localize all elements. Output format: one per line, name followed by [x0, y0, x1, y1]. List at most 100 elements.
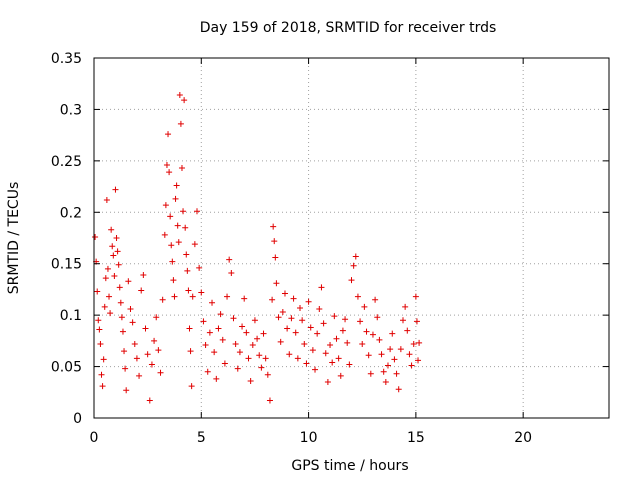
data-point — [387, 346, 394, 353]
data-point — [148, 361, 155, 368]
data-point — [92, 233, 99, 240]
data-point — [228, 269, 235, 276]
data-point — [397, 346, 404, 353]
data-point — [121, 348, 128, 355]
y-tick-label: 0.3 — [60, 102, 82, 118]
data-point — [101, 303, 108, 310]
data-point — [361, 303, 368, 310]
data-point — [162, 202, 169, 209]
data-point — [316, 305, 323, 312]
data-point — [348, 277, 355, 284]
data-point — [198, 289, 205, 296]
data-point — [103, 196, 110, 203]
data-point — [254, 335, 261, 342]
data-point — [234, 365, 241, 372]
data-point — [324, 379, 331, 385]
data-point — [301, 340, 308, 347]
data-point — [204, 368, 211, 375]
y-tick-label: 0.15 — [51, 257, 82, 273]
data-point — [410, 340, 417, 347]
data-point — [167, 213, 174, 220]
data-point — [303, 360, 310, 367]
data-point — [378, 351, 385, 358]
data-point — [129, 319, 136, 326]
data-point — [180, 208, 187, 215]
data-point — [118, 314, 125, 321]
data-point — [138, 287, 145, 294]
data-point — [142, 325, 149, 332]
data-point — [215, 325, 222, 332]
data-point — [271, 238, 278, 245]
data-point — [165, 131, 172, 138]
data-point — [372, 296, 379, 303]
data-point — [307, 324, 314, 331]
data-point — [256, 352, 263, 359]
data-point — [337, 372, 344, 379]
data-point — [115, 261, 122, 268]
data-point — [213, 375, 220, 382]
data-point — [331, 313, 338, 320]
data-point — [389, 330, 396, 337]
data-point — [173, 182, 180, 189]
data-point — [251, 317, 258, 324]
data-point — [185, 287, 192, 294]
data-point — [275, 314, 282, 321]
data-point — [335, 355, 342, 362]
x-ticks: 0 5 10 15 20 — [90, 58, 532, 446]
data-point — [415, 357, 422, 364]
data-point — [294, 355, 301, 362]
data-point — [327, 341, 334, 348]
data-point — [350, 262, 357, 269]
data-point — [169, 258, 176, 265]
data-point — [114, 248, 121, 255]
data-point — [110, 252, 117, 259]
data-point — [196, 264, 203, 271]
data-point — [408, 362, 415, 369]
data-point — [206, 329, 213, 336]
data-point — [170, 277, 177, 284]
data-point — [333, 335, 340, 342]
data-point — [163, 161, 170, 168]
data-point — [184, 267, 191, 274]
plot-frame — [93, 57, 610, 419]
data-point — [393, 370, 400, 377]
data-point — [312, 366, 319, 373]
data-point — [166, 169, 173, 176]
data-point — [232, 340, 239, 347]
y-tick-label: 0.2 — [60, 205, 82, 221]
data-point — [245, 355, 252, 362]
data-point — [188, 383, 195, 390]
data-point — [369, 331, 376, 338]
data-point — [172, 195, 179, 202]
data-point — [273, 280, 280, 287]
data-point — [186, 325, 193, 332]
data-point — [104, 265, 111, 272]
y-tick-label: 0.1 — [60, 308, 82, 324]
data-point — [318, 284, 325, 291]
data-point — [384, 362, 391, 369]
data-point — [116, 284, 123, 291]
data-point — [239, 323, 246, 330]
data-point — [123, 387, 130, 394]
data-point — [292, 329, 299, 336]
data-point — [155, 347, 162, 354]
data-point — [277, 338, 284, 345]
data-point — [264, 371, 271, 378]
data-point — [249, 341, 256, 348]
data-point — [230, 315, 237, 322]
data-point — [161, 231, 168, 238]
data-point — [236, 349, 243, 356]
y-tick-label: 0.05 — [51, 360, 82, 376]
data-point — [243, 329, 250, 336]
data-point — [281, 290, 288, 297]
data-point — [136, 372, 143, 379]
data-point — [357, 318, 364, 325]
data-point — [346, 361, 353, 368]
data-point — [157, 369, 164, 376]
data-point — [117, 299, 124, 306]
data-point — [241, 295, 248, 302]
data-point — [176, 92, 183, 99]
data-point — [314, 330, 321, 337]
data-point — [168, 242, 175, 249]
data-point — [200, 318, 207, 325]
